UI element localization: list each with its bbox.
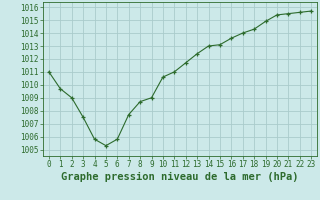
X-axis label: Graphe pression niveau de la mer (hPa): Graphe pression niveau de la mer (hPa) <box>61 172 299 182</box>
